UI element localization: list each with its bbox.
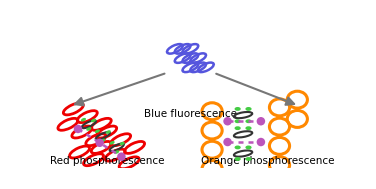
Ellipse shape [257,138,265,146]
Ellipse shape [246,157,252,161]
Text: Orange phosphorescence: Orange phosphorescence [201,156,335,166]
Ellipse shape [235,126,241,130]
Ellipse shape [257,117,265,125]
Ellipse shape [235,119,241,123]
Ellipse shape [246,107,252,111]
Ellipse shape [223,138,232,146]
Text: Blue fluorescence: Blue fluorescence [144,109,237,119]
Ellipse shape [91,119,96,122]
Text: Red phosphorescence: Red phosphorescence [50,156,165,166]
Ellipse shape [114,150,119,154]
Ellipse shape [95,129,100,133]
Ellipse shape [109,141,115,145]
Ellipse shape [246,146,252,149]
Ellipse shape [235,146,241,149]
Ellipse shape [235,107,241,111]
Ellipse shape [246,126,252,130]
Ellipse shape [100,139,105,142]
Ellipse shape [117,152,126,161]
Ellipse shape [106,130,111,134]
Ellipse shape [235,157,241,161]
Ellipse shape [86,127,91,131]
Ellipse shape [96,139,104,147]
Ellipse shape [81,118,86,122]
Ellipse shape [223,117,232,125]
Ellipse shape [120,142,125,145]
Ellipse shape [246,119,252,123]
Ellipse shape [74,125,82,133]
